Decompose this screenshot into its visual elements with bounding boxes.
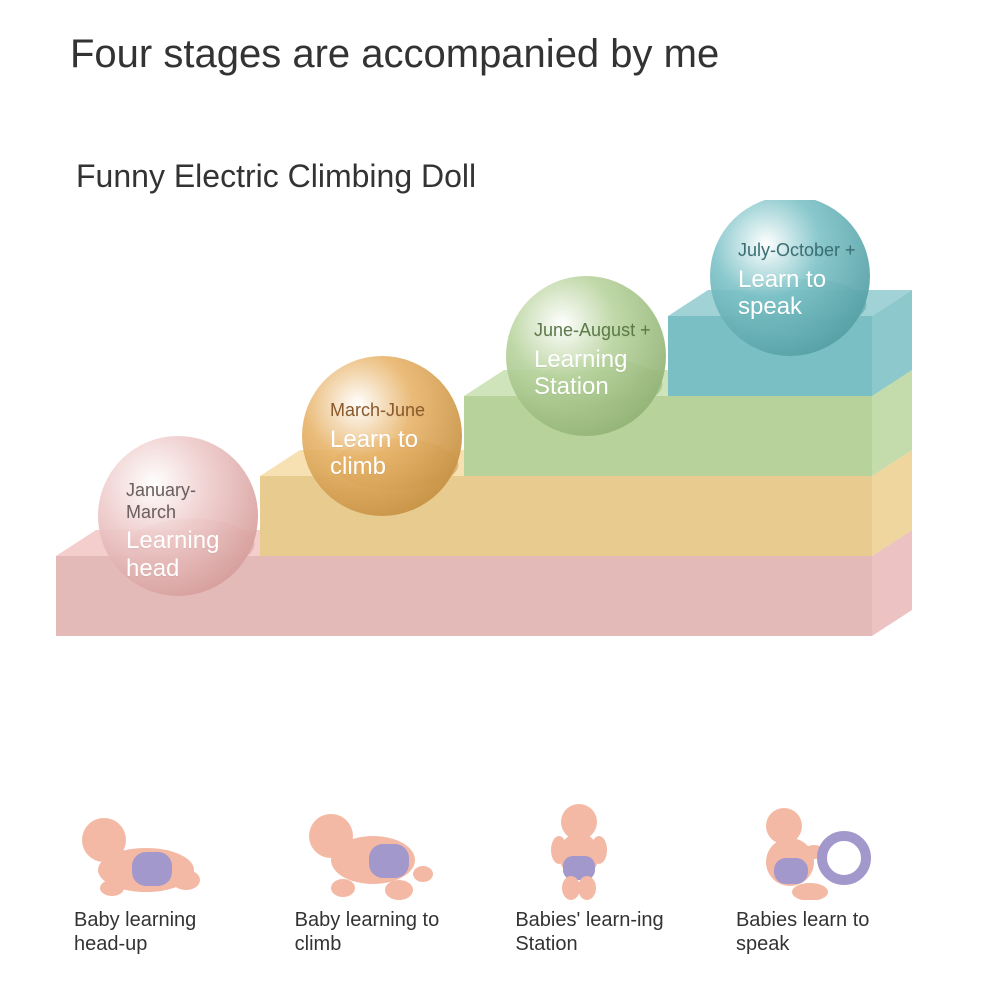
skill-2: Learn to climb — [330, 426, 450, 481]
baby-headup-icon — [74, 800, 224, 900]
sphere-label-4: July-October + Learn to speak — [738, 240, 858, 321]
baby-2: Baby learning to climb — [295, 800, 485, 956]
period-1: January-March — [126, 480, 246, 523]
sphere-label-3: June-August + Learning Station — [534, 320, 654, 401]
baby-stand-icon — [515, 800, 665, 900]
baby-caption-3: Babies' learn-ing Station — [515, 908, 685, 956]
babies-row: Baby learning head-up Baby learning to c… — [74, 800, 926, 956]
sphere-label-2: March-June Learn to climb — [330, 400, 450, 481]
period-4: July-October + — [738, 240, 858, 262]
page-title: Four stages are accompanied by me — [70, 32, 719, 76]
sphere-label-1: January-March Learning head — [126, 480, 246, 582]
baby-3: Babies' learn-ing Station — [515, 800, 705, 956]
skill-3: Learning Station — [534, 346, 654, 401]
baby-caption-4: Babies learn to speak — [736, 908, 906, 956]
page-subtitle: Funny Electric Climbing Doll — [76, 158, 476, 195]
baby-1: Baby learning head-up — [74, 800, 264, 956]
baby-crawl-icon — [295, 800, 445, 900]
skill-1: Learning head — [126, 527, 246, 582]
period-3: June-August + — [534, 320, 654, 342]
baby-caption-2: Baby learning to climb — [295, 908, 465, 956]
skill-4: Learn to speak — [738, 266, 858, 321]
baby-sit-icon — [736, 800, 886, 900]
staircase-diagram: January-March Learning head March-June L… — [56, 200, 944, 760]
baby-4: Babies learn to speak — [736, 800, 926, 956]
baby-caption-1: Baby learning head-up — [74, 908, 244, 956]
period-2: March-June — [330, 400, 450, 422]
